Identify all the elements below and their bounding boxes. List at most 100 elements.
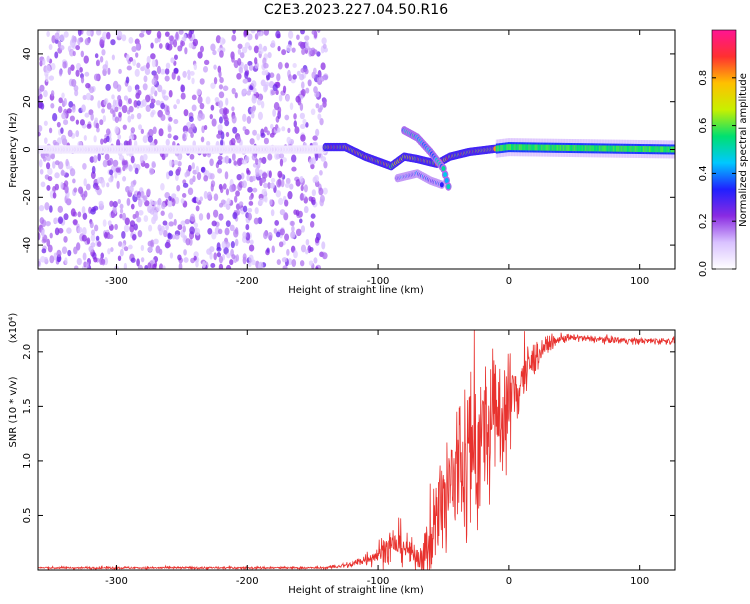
noise-mark [286, 136, 292, 144]
carrier-core [565, 144, 569, 151]
noise-mark [217, 228, 223, 235]
noise-mark [300, 30, 305, 35]
noise-mark [89, 221, 94, 229]
noise-mark [69, 115, 75, 122]
noise-mark [300, 192, 304, 201]
noise-mark [209, 158, 214, 167]
noise-mark [39, 217, 45, 225]
noise-mark [124, 217, 130, 226]
noise-mark [118, 68, 122, 75]
noise-mark [307, 79, 312, 87]
noise-mark [284, 183, 290, 188]
noise-mark [66, 227, 72, 234]
noise-mark [237, 57, 242, 66]
noise-mark [54, 227, 60, 236]
noise-mark [281, 49, 287, 56]
noise-mark [192, 196, 198, 204]
noise-mark [158, 128, 164, 137]
noise-mark [145, 104, 151, 113]
noise-mark [106, 182, 110, 188]
noise-mark [173, 160, 179, 165]
carrier-core [600, 145, 603, 152]
noise-mark [84, 112, 90, 118]
carrier-core [514, 144, 517, 151]
noise-mark [94, 224, 99, 232]
noise-mark [247, 186, 253, 193]
noise-mark [157, 224, 162, 232]
carrier-core [503, 144, 506, 151]
noise-mark [119, 208, 124, 214]
x-tick-label: -200 [236, 576, 259, 587]
noise-mark [38, 125, 43, 132]
noise-mark [68, 100, 74, 108]
carrier-core [616, 145, 619, 152]
noise-mark [234, 195, 238, 203]
noise-mark [293, 120, 297, 128]
noise-mark [136, 112, 142, 120]
noise-mark [267, 51, 272, 59]
carrier-core [609, 145, 612, 152]
noise-mark [148, 167, 155, 176]
noise-mark [76, 257, 82, 266]
noise-mark [164, 31, 170, 37]
noise-mark [269, 72, 275, 78]
noise-mark [59, 34, 65, 42]
carrier-core [562, 144, 565, 151]
noise-mark [130, 203, 135, 210]
noise-mark [112, 99, 117, 108]
noise-mark [115, 167, 121, 173]
noise-mark [97, 100, 101, 109]
noise-mark [105, 128, 111, 136]
noise-mark [278, 241, 284, 248]
carrier-core [637, 145, 641, 152]
noise-mark [284, 199, 289, 207]
noise-mark [109, 108, 114, 114]
noise-mark [211, 231, 217, 240]
noise-mark [42, 58, 46, 66]
noise-mark [190, 123, 196, 130]
noise-mark [160, 225, 165, 232]
carrier-core [597, 145, 600, 152]
noise-mark [290, 220, 295, 227]
noise-mark [67, 67, 72, 76]
noise-mark [160, 102, 165, 110]
carrier-core [511, 144, 514, 151]
noise-mark [40, 181, 46, 188]
noise-mark [203, 175, 209, 182]
noise-mark [77, 37, 81, 46]
noise-mark [178, 30, 184, 35]
carrier-core [663, 146, 666, 153]
noise-mark [256, 99, 262, 106]
noise-mark [303, 184, 308, 193]
y-tick-label: 2.0 [22, 344, 33, 360]
noise-mark [47, 175, 53, 182]
carrier-core [572, 145, 575, 152]
carrier-core [525, 144, 528, 151]
noise-mark [278, 94, 283, 102]
carrier-core [608, 145, 611, 152]
noise-mark [267, 153, 273, 161]
noise-mark [98, 200, 104, 207]
noise-mark [103, 98, 108, 106]
noise-mark [308, 196, 314, 202]
carrier-core [539, 144, 542, 151]
noise-mark [148, 128, 154, 138]
noise-mark [182, 182, 189, 188]
noise-mark [257, 217, 263, 225]
carrier-core [628, 145, 631, 152]
noise-mark [77, 211, 82, 218]
carrier-core [667, 146, 670, 153]
noise-mark [169, 252, 174, 259]
carrier-core [659, 146, 663, 153]
carrier-core [548, 144, 551, 151]
noise-mark [62, 61, 67, 69]
noise-mark [269, 199, 273, 206]
noise-mark [160, 183, 165, 191]
noise-mark [153, 238, 159, 245]
noise-mark [232, 30, 236, 35]
noise-mark [123, 262, 128, 269]
noise-mark [247, 33, 252, 41]
noise-mark [199, 78, 205, 85]
spectrogram-heatmap [38, 30, 675, 269]
noise-mark [210, 183, 214, 192]
